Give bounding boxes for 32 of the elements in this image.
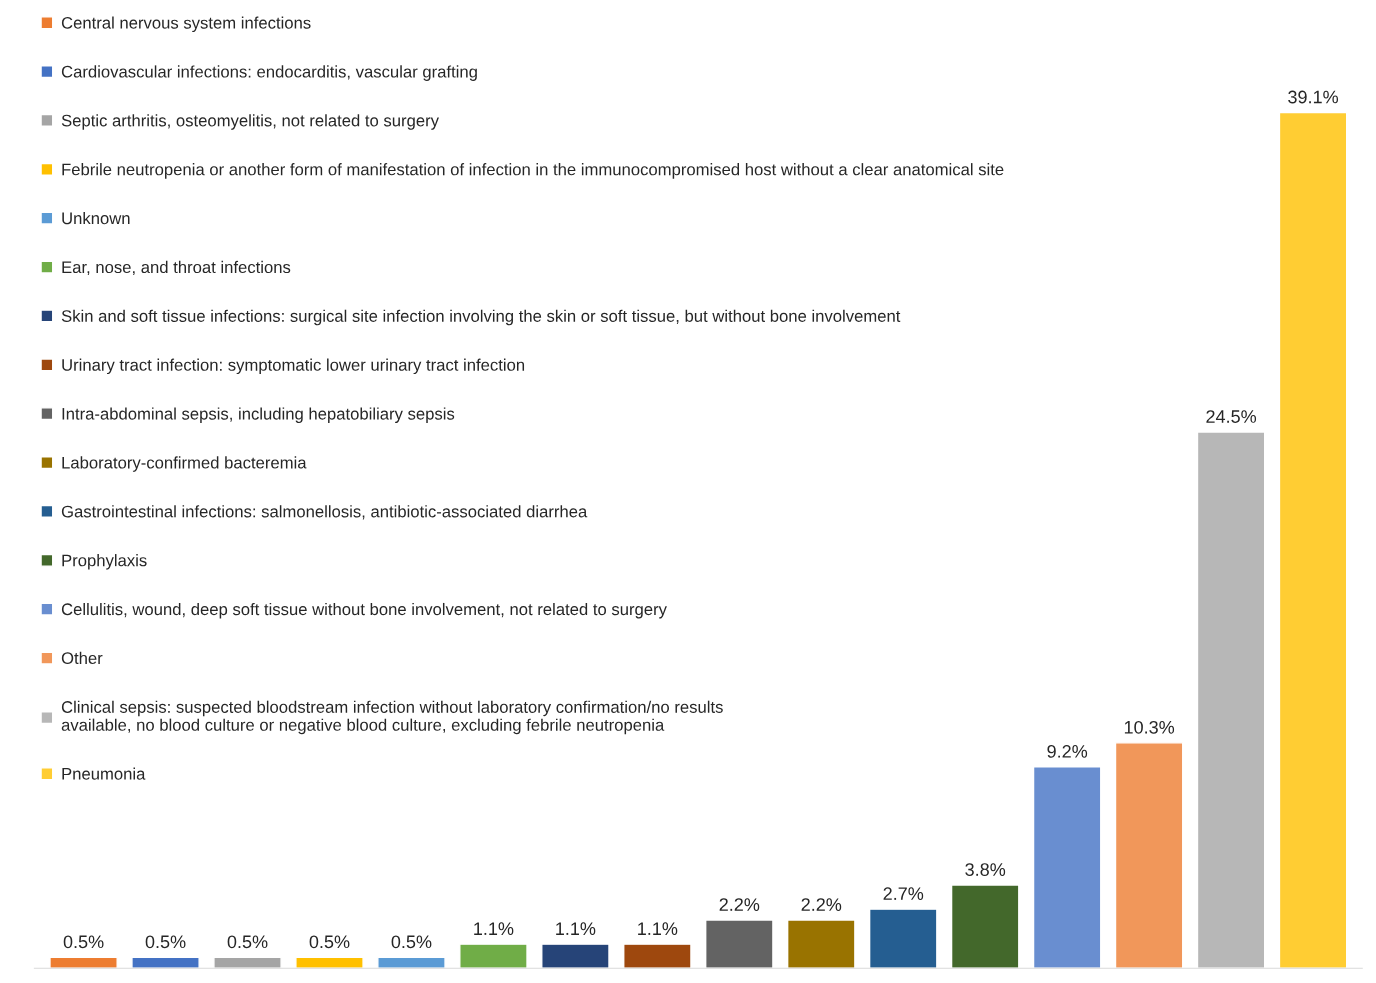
data-label: 1.1% [638, 922, 678, 935]
data-label: 24.5% [1206, 410, 1257, 423]
legend-label: Cardiovascular infections: endocarditis, vascular grafting [61, 65, 477, 81]
legend-label: Central nervous system infections [61, 16, 311, 33]
legend-label: Unknown [62, 211, 130, 225]
data-label: 1.1% [474, 922, 514, 935]
data-label: 0.5% [391, 935, 432, 949]
data-label: 2.7% [883, 887, 924, 900]
data-label: 0.5% [63, 935, 104, 949]
legend-label: Pneumonia [62, 767, 146, 780]
legend-label: Febrile neutropenia or another form of manifestation of infection in the immunocompromised host without a clear anatomical site [62, 163, 1004, 179]
legend-label: Septic arthritis, osteomyelitis, not related to surgery [61, 114, 439, 130]
legend-label: Ear, nose, and throat infections [62, 260, 291, 276]
legend-label: Skin and soft tissue infections: surgical site infection involving the skin or soft tissue, but without bone involvement [61, 309, 901, 326]
legend-label: Intra-abdominal sepsis, including hepatobiliary sepsis [62, 407, 455, 423]
legend-label: Clinical sepsis: suspected bloodstream infection without laboratory confirmation/no results available, no blood culture or negative blood culture, excluding febrile neutropenia [61, 700, 723, 735]
legend-label: Gastrointestinal infections: salmonellosis, antibiotic-associated diarrhea [61, 505, 588, 520]
data-label: 2.2% [719, 898, 760, 911]
data-label: 1.1% [556, 922, 596, 935]
data-label: 2.2% [801, 898, 842, 911]
data-label: 3.8% [965, 863, 1006, 876]
data-label: 0.5% [227, 935, 268, 949]
data-label: 9.2% [1047, 745, 1088, 758]
legend-label: Prophylaxis [62, 554, 147, 570]
legend-label: Other [61, 651, 103, 665]
data-label: 0.5% [309, 935, 350, 949]
legend-label: Urinary tract infection: symptomatic lower urinary tract infection [62, 358, 525, 375]
data-label: 39.1% [1288, 90, 1339, 104]
data-label: 10.3% [1124, 720, 1175, 734]
data-label: 0.5% [145, 935, 186, 949]
legend-label: Cellulitis, wound, deep soft tissue without bone involvement, not related to surgery [61, 602, 667, 619]
legend-label: Laboratory-confirmed bacteremia [62, 456, 307, 472]
